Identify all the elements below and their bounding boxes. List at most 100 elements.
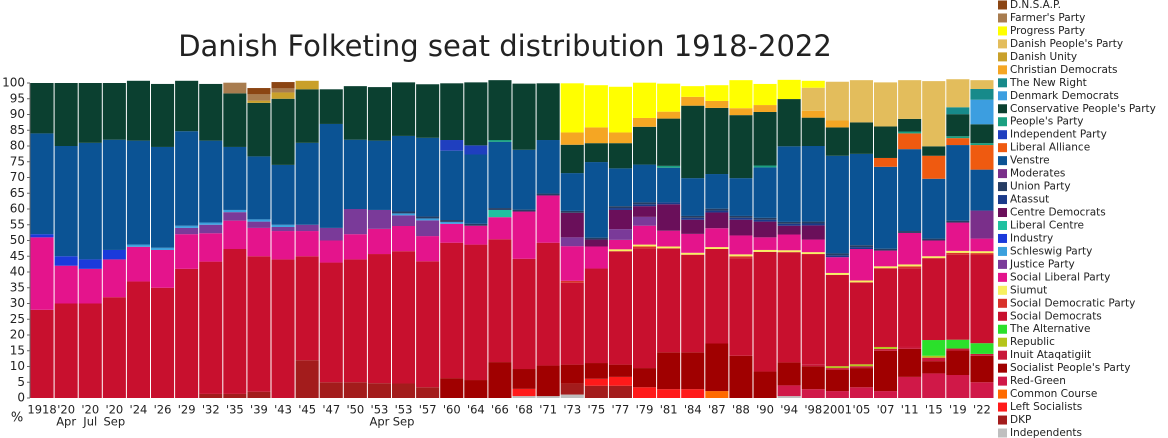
bar-segment — [729, 258, 753, 356]
bar-segment — [271, 259, 295, 398]
bar-segment — [102, 139, 126, 250]
bar-segment — [416, 387, 440, 398]
bar-segment — [151, 83, 175, 147]
bar-segment — [922, 357, 946, 362]
bar-segment — [247, 156, 271, 220]
bar-segment — [657, 165, 681, 168]
legend-label: Inuit Ataqatigiit — [1010, 349, 1091, 361]
bar-segment — [946, 79, 970, 108]
bar-segment — [608, 132, 632, 144]
bar-segment — [343, 139, 367, 209]
bar-segment — [657, 204, 681, 231]
bar-segment — [801, 117, 825, 146]
bar-segment — [199, 222, 223, 225]
bar-segment — [247, 221, 271, 228]
bar-segment — [175, 234, 199, 269]
bar-segment — [729, 178, 753, 216]
bar-segment — [488, 217, 512, 240]
bar-segment — [729, 219, 753, 236]
bar-segment — [608, 251, 632, 365]
y-tick-label: 30 — [10, 296, 25, 310]
bar-segment — [271, 92, 295, 99]
bar-segment — [970, 343, 994, 354]
bar-segment — [126, 140, 150, 245]
y-tick-label: 10 — [10, 359, 25, 373]
bar-segment — [705, 343, 729, 392]
bar-segment — [970, 99, 994, 125]
bar-segment — [488, 80, 512, 141]
bar-segment — [825, 127, 849, 156]
bar-segment — [343, 382, 367, 398]
bar-segment — [849, 80, 873, 123]
bar-segment — [705, 249, 729, 344]
bar-segment — [898, 264, 922, 267]
legend-label: Schleswig Party — [1010, 245, 1092, 257]
bar-segment — [898, 266, 922, 269]
bar-segment — [753, 111, 777, 166]
bar-segment — [825, 120, 849, 128]
bar-segment — [78, 303, 102, 398]
legend-swatch — [998, 350, 1007, 360]
bar-segment — [560, 280, 584, 283]
bar-segment — [608, 385, 632, 398]
bar-segment — [705, 228, 729, 248]
bar-segment — [946, 114, 970, 137]
bar-segment — [343, 209, 367, 235]
bar-segment — [367, 228, 391, 255]
bar-segment — [151, 249, 175, 288]
legend-swatch — [998, 195, 1007, 205]
legend-swatch — [998, 415, 1007, 425]
bar-segment — [199, 261, 223, 394]
bar-segment — [151, 287, 175, 398]
bar-segment — [777, 252, 801, 363]
legend-label: The Alternative — [1009, 323, 1090, 335]
bar-segment — [223, 93, 247, 147]
x-tick-label: '05 — [853, 403, 871, 417]
bar-segment — [970, 210, 994, 239]
bar-segment — [633, 244, 657, 247]
bar-segment — [633, 202, 657, 205]
bar-segment — [223, 209, 247, 213]
legend-swatch — [998, 220, 1007, 230]
bar-segment — [584, 268, 608, 364]
bar-segment — [657, 111, 681, 119]
bar-segment — [608, 364, 632, 377]
bar-segment — [30, 133, 54, 235]
bar-segment — [608, 208, 632, 210]
x-tick-label: '66 — [491, 403, 509, 417]
bar-segment — [970, 169, 994, 211]
bar-segment — [801, 87, 825, 111]
bar-segment — [874, 157, 898, 167]
bar-segment — [898, 133, 922, 150]
bar-segment — [922, 256, 946, 259]
legend-swatch — [998, 233, 1007, 243]
bar-segment — [946, 350, 970, 376]
bar-segment — [681, 352, 705, 390]
bar-segment — [392, 215, 416, 227]
bar-segment — [584, 162, 608, 238]
bar-segment — [825, 369, 849, 392]
bar-segment — [753, 217, 777, 220]
bar-segment — [126, 281, 150, 398]
x-tick-label: '50 — [346, 403, 364, 417]
bar-segment — [849, 280, 873, 283]
bar-segment — [126, 244, 150, 247]
bar-segment — [343, 86, 367, 140]
y-tick-label: 80 — [10, 139, 25, 153]
legend-swatch — [998, 259, 1007, 269]
bar-segment — [898, 118, 922, 132]
bar-segment — [560, 394, 584, 398]
bar-segment — [608, 239, 632, 250]
bar-segment — [874, 348, 898, 351]
legend-label: DKP — [1010, 414, 1031, 426]
bar-segment — [536, 140, 560, 194]
y-axis-label: % — [11, 411, 23, 426]
bar-segment — [392, 213, 416, 216]
bar-segment — [319, 89, 343, 124]
bar-segment — [440, 83, 464, 141]
bar-segment — [898, 346, 922, 349]
bar-segment — [922, 238, 946, 241]
bar-segment — [560, 282, 584, 365]
x-tick-label: '53 — [371, 403, 389, 417]
legend-swatch — [998, 143, 1007, 153]
